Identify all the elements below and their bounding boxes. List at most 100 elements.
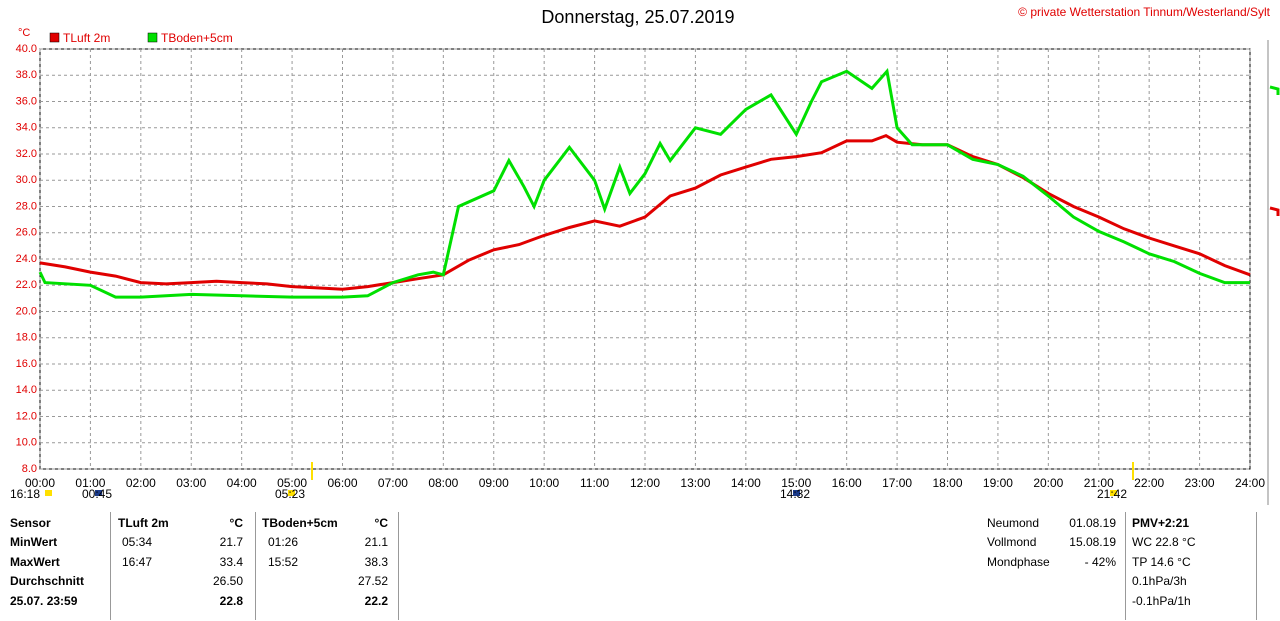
x-tick-label: 01:00 (75, 476, 105, 490)
y-tick-label: 22.0 (16, 279, 37, 291)
line (39, 133, 1251, 291)
table-cell: WC 22.8 °C (1132, 535, 1196, 549)
table-cell: 25.07. 23:59 (10, 594, 78, 608)
table-cell: 21.1 (364, 535, 388, 549)
table-cell: Durchschnitt (10, 574, 85, 588)
panel-border (255, 512, 257, 620)
table-cell: Vollmond (987, 535, 1037, 549)
table-cell: Sensor (10, 516, 51, 530)
x-tick-label: 18:00 (932, 476, 962, 490)
event-label: 00:45 (82, 487, 112, 501)
table-cell: 22.8 (219, 594, 243, 608)
table-cell: 0.1hPa/3h (1132, 574, 1187, 588)
table-cell: 21.7 (219, 535, 243, 549)
right-indicator (1269, 85, 1280, 95)
x-tick-label: 10:00 (529, 476, 559, 490)
event-label: 05:23 (275, 487, 305, 501)
y-tick-label: 30.0 (16, 174, 37, 186)
x-tick-label: 05:00 (277, 476, 307, 490)
y-tick-label: 10.0 (16, 437, 37, 449)
x-tick-label: 15:00 (781, 476, 811, 490)
panel-border (1125, 512, 1127, 620)
table-cell: 15:52 (268, 555, 299, 569)
table-cell: 33.4 (219, 555, 243, 569)
event-marker (45, 490, 52, 496)
x-tick-label: 16:00 (832, 476, 862, 490)
y-tick-label: 32.0 (16, 148, 37, 160)
subtitle: © private Wetterstation Tinnum/Westerlan… (1018, 5, 1271, 19)
legend-label: TLuft 2m (63, 31, 110, 45)
x-tick-label: 00:00 (25, 476, 55, 490)
table-cell: PMV+2:21 (1132, 516, 1190, 530)
x-tick-label: 07:00 (378, 476, 408, 490)
x-tick-label: 17:00 (882, 476, 912, 490)
table-cell: TBoden+5cm (262, 516, 338, 530)
table-cell: °C (374, 516, 388, 530)
legend-swatch (49, 32, 60, 43)
y-tick-label: 12.0 (16, 410, 37, 422)
table-cell: MaxWert (10, 555, 60, 569)
x-tick-label: 08:00 (428, 476, 458, 490)
event-label: 21:42 (1097, 487, 1127, 501)
x-tick-label: 06:00 (327, 476, 357, 490)
chart-title: Donnerstag, 25.07.2019 (541, 7, 734, 27)
table-cell: 26.50 (212, 574, 243, 588)
x-tick-label: 09:00 (479, 476, 509, 490)
panel-border (1256, 512, 1258, 620)
event-marker (1110, 490, 1117, 496)
table-cell: 22.2 (364, 594, 388, 608)
event-marker (288, 490, 295, 496)
y-tick-label: 16.0 (16, 358, 37, 370)
y-axis-label: °C (18, 27, 30, 39)
event-marker (95, 490, 102, 496)
table-cell: Mondphase (987, 555, 1050, 569)
y-tick-label: 18.0 (16, 332, 37, 344)
y-tick-label: 28.0 (16, 200, 37, 212)
y-tick-label: 36.0 (16, 95, 37, 107)
y-tick-label: 8.0 (22, 463, 37, 475)
x-tick-label: 24:00 (1235, 476, 1265, 490)
table-cell: 05:34 (122, 535, 153, 549)
table-cell: °C (229, 516, 243, 530)
legend-swatch (147, 32, 158, 43)
event-label: 16:18 (10, 487, 40, 501)
table-cell: 15.08.19 (1069, 535, 1116, 549)
line (38, 67, 1250, 299)
x-tick-label: 13:00 (680, 476, 710, 490)
x-tick-label: 11:00 (580, 476, 609, 490)
right-indicator (1269, 206, 1280, 216)
y-tick-label: 14.0 (16, 384, 37, 396)
x-tick-label: 12:00 (630, 476, 660, 490)
chart: Donnerstag, 25.07.2019 © private Wetters… (10, 5, 1280, 505)
table-cell: Neumond (987, 516, 1040, 530)
x-tick-label: 19:00 (983, 476, 1013, 490)
legend-label: TBoden+5cm (161, 31, 233, 45)
table-cell: 16:47 (122, 555, 153, 569)
table-cell: -0.1hPa/1h (1132, 594, 1191, 608)
event-label: 14:32 (780, 487, 810, 501)
table-cell: MinWert (10, 535, 58, 549)
x-tick-label: 21:00 (1084, 476, 1114, 490)
event-marker (793, 490, 800, 496)
x-tick-label: 23:00 (1185, 476, 1215, 490)
x-tick-label: 04:00 (227, 476, 257, 490)
x-tick-label: 02:00 (126, 476, 156, 490)
table-cell: 38.3 (364, 555, 388, 569)
table-cell: 01.08.19 (1069, 516, 1116, 530)
table-cell: TLuft 2m (118, 516, 169, 530)
x-tick-label: 20:00 (1033, 476, 1063, 490)
y-tick-label: 20.0 (16, 305, 37, 317)
x-tick-label: 22:00 (1134, 476, 1164, 490)
table-cell: TP 14.6 °C (1132, 555, 1191, 569)
panel-border (110, 512, 112, 620)
panel-border (398, 512, 400, 620)
table-cell: 27.52 (357, 574, 388, 588)
table-cell: 01:26 (268, 535, 299, 549)
y-tick-label: 34.0 (16, 122, 37, 134)
y-tick-label: 38.0 (16, 69, 37, 81)
x-tick-label: 14:00 (731, 476, 761, 490)
y-tick-label: 40.0 (16, 43, 37, 55)
y-tick-label: 24.0 (16, 253, 37, 265)
table-cell: - 42% (1084, 555, 1116, 569)
